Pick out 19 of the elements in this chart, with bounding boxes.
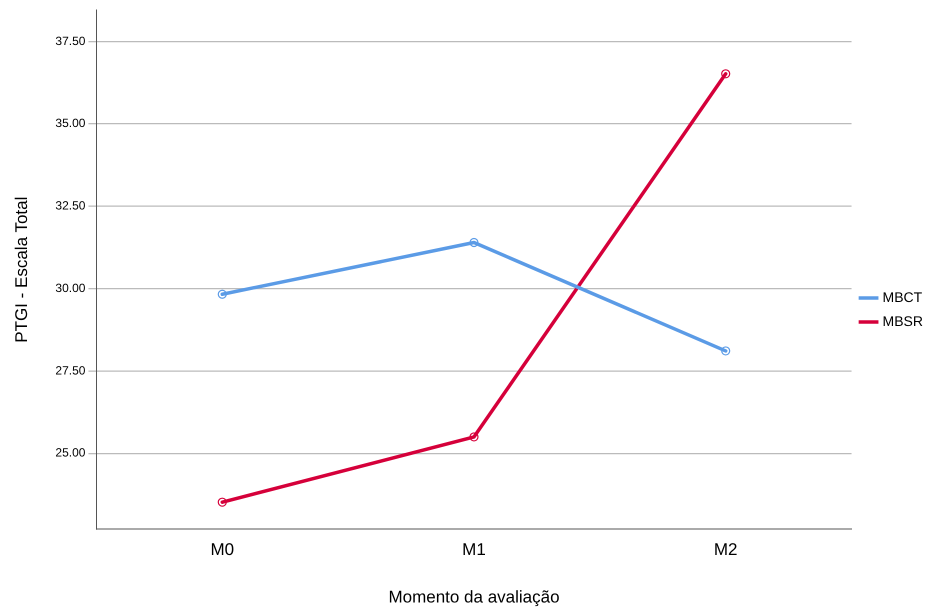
legend-label: MBCT — [882, 288, 923, 305]
y-tick-label: 37.50 — [55, 34, 86, 48]
x-axis-title: Momento da avaliação — [388, 587, 560, 606]
legend-label: MBSR — [882, 312, 924, 329]
y-tick-label: 30.00 — [55, 280, 86, 295]
y-tick-label: 35.00 — [55, 116, 86, 130]
y-tick-label: 25.00 — [55, 446, 86, 460]
point — [218, 498, 227, 507]
y-tick-label: 32.50 — [55, 198, 86, 213]
point — [469, 432, 479, 442]
x-tick-label: M0 — [210, 540, 234, 560]
point — [721, 69, 730, 78]
point — [721, 346, 730, 356]
y-axis-title: PTGI - Escala Total — [12, 196, 31, 343]
x-tick-label: M2 — [714, 540, 738, 560]
y-tick-label: 27.50 — [55, 363, 86, 378]
point — [469, 238, 479, 248]
point — [218, 290, 227, 299]
x-tick-label: M1 — [462, 540, 486, 560]
